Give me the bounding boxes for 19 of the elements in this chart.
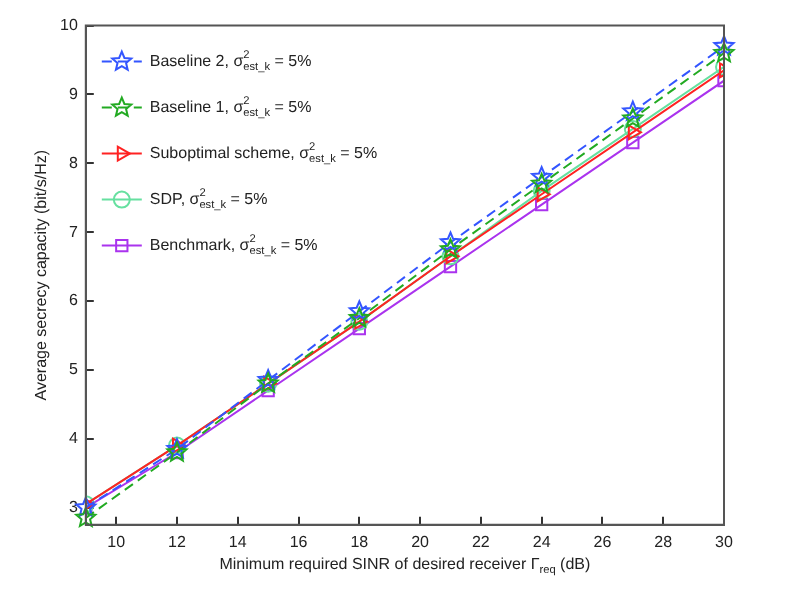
- x-tick-label: 24: [532, 532, 552, 551]
- y-tick-label: 5: [68, 360, 79, 379]
- x-tick-label: 12: [168, 532, 187, 551]
- x-tick-label: 20: [411, 532, 431, 551]
- x-tick-label: 30: [715, 532, 734, 551]
- y-axis-title: Average secrecy capacity (bit/s/Hz): [32, 149, 51, 401]
- y-tick-label: 7: [68, 222, 79, 241]
- x-tick-label: 18: [350, 532, 370, 551]
- y-tick-label: 8: [68, 153, 79, 172]
- x-tick-label: 14: [228, 532, 248, 551]
- y-tick-label: 4: [68, 429, 79, 448]
- x-tick-label: 10: [107, 532, 127, 551]
- x-tick-label: 28: [654, 532, 674, 551]
- y-tick-label: 6: [68, 291, 79, 310]
- x-tick-label: 26: [593, 532, 613, 551]
- y-tick-label: 9: [68, 84, 79, 103]
- x-tick-label: 22: [471, 532, 491, 551]
- y-tick-label: 10: [59, 16, 79, 35]
- x-tick-label: 16: [289, 532, 309, 551]
